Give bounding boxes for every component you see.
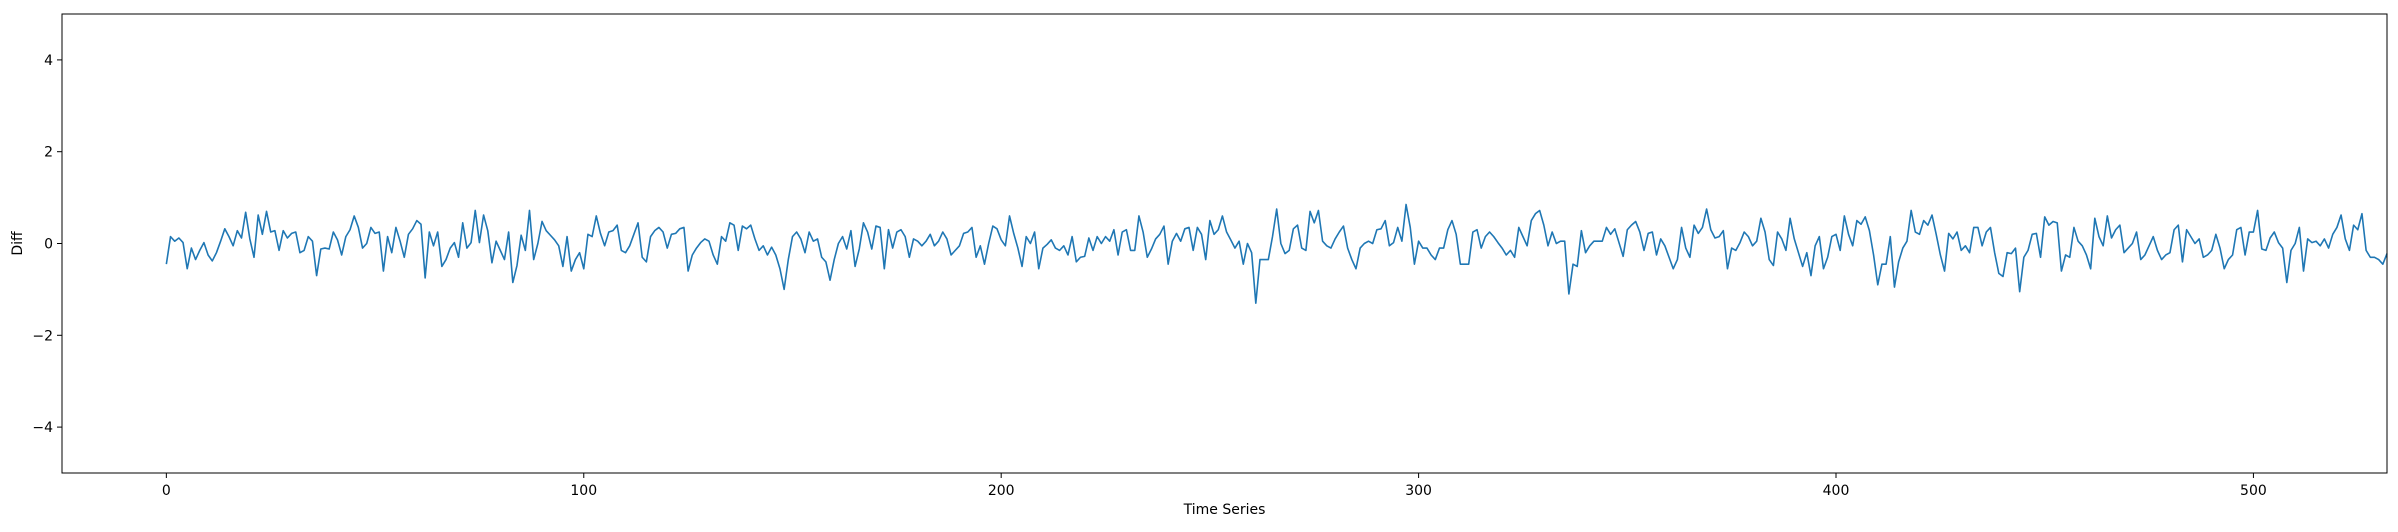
y-tick-label: 0	[44, 237, 53, 253]
y-tick-label: −2	[32, 328, 53, 344]
y-axis-label: Diff	[10, 231, 26, 256]
y-tick-label: −4	[32, 420, 53, 436]
y-tick-label: 2	[44, 145, 53, 161]
series-line-0	[165, 203, 2388, 304]
x-tick-label: 500	[2240, 483, 2267, 499]
series-layer	[165, 203, 2388, 304]
x-axis-label: Time Series	[1183, 502, 1266, 518]
x-tick-label: 0	[162, 483, 171, 499]
x-axis-ticks: 0 100 200 300 400 500	[162, 473, 2267, 499]
y-axis-ticks: −4 −2 0 2 4	[32, 53, 62, 436]
x-tick-label: 400	[1823, 483, 1850, 499]
x-tick-label: 200	[988, 483, 1015, 499]
x-tick-label: 300	[1405, 483, 1432, 499]
x-tick-label: 100	[570, 483, 597, 499]
y-tick-label: 4	[44, 53, 53, 69]
plot-area	[62, 14, 2387, 473]
